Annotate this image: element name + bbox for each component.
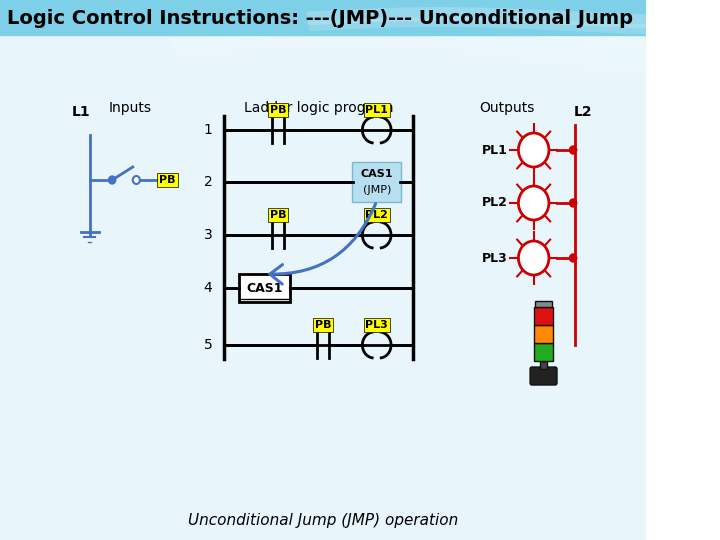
Bar <box>534 307 554 325</box>
Bar <box>536 301 552 307</box>
Text: PL3: PL3 <box>482 252 508 265</box>
Text: PL1: PL1 <box>365 105 388 115</box>
Text: PL3: PL3 <box>365 320 388 330</box>
Text: PL1: PL1 <box>482 144 508 157</box>
Text: Inputs: Inputs <box>109 101 151 115</box>
Bar <box>0 0 646 35</box>
Circle shape <box>518 186 549 220</box>
FancyBboxPatch shape <box>530 367 557 385</box>
Text: Unconditional Jump (JMP) operation: Unconditional Jump (JMP) operation <box>188 512 458 528</box>
Text: CAS1: CAS1 <box>361 169 393 179</box>
Text: PB: PB <box>159 175 176 185</box>
Circle shape <box>132 176 140 184</box>
Circle shape <box>570 254 577 262</box>
Circle shape <box>518 133 549 167</box>
Circle shape <box>570 199 577 207</box>
Text: Logic Control Instructions: ---(JMP)--- Unconditional Jump: Logic Control Instructions: ---(JMP)--- … <box>7 9 633 28</box>
Text: 2: 2 <box>204 175 212 189</box>
Circle shape <box>518 241 549 275</box>
Bar <box>534 325 554 343</box>
Text: PB: PB <box>270 210 287 220</box>
Bar <box>540 361 547 369</box>
Text: (JMP): (JMP) <box>363 185 391 195</box>
Text: 1: 1 <box>204 123 212 137</box>
Text: PL2: PL2 <box>365 210 388 220</box>
Text: PL2: PL2 <box>482 197 508 210</box>
Text: PB: PB <box>315 320 331 330</box>
Text: L1: L1 <box>71 105 90 119</box>
Text: 3: 3 <box>204 228 212 242</box>
FancyArrowPatch shape <box>270 204 376 284</box>
Circle shape <box>570 146 577 154</box>
FancyBboxPatch shape <box>353 162 401 202</box>
Text: L2: L2 <box>574 105 593 119</box>
Bar <box>534 343 554 361</box>
Text: 4: 4 <box>204 281 212 295</box>
Bar <box>240 274 289 302</box>
Circle shape <box>109 176 116 184</box>
Text: Outputs: Outputs <box>479 101 534 115</box>
Text: CAS1: CAS1 <box>246 281 283 294</box>
Text: 5: 5 <box>204 338 212 352</box>
Text: PB: PB <box>270 105 287 115</box>
Text: Ladder logic program: Ladder logic program <box>243 101 393 115</box>
